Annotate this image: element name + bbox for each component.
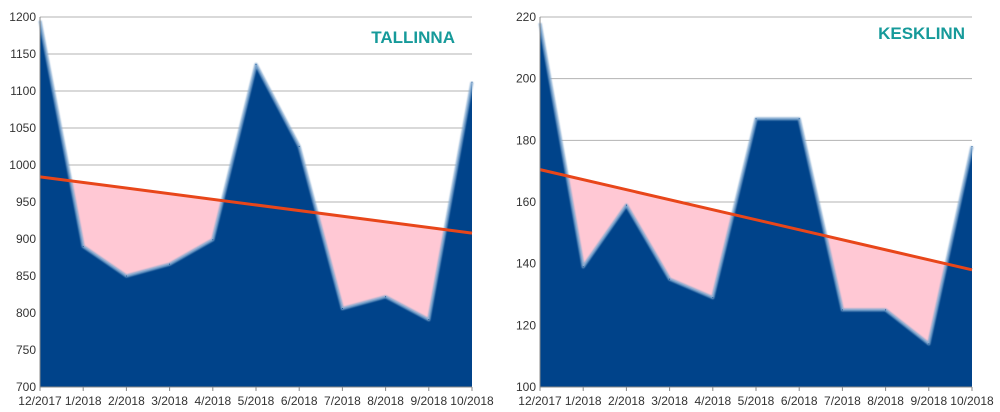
x-tick-label: 5/2018 — [738, 394, 775, 408]
y-tick-label: 1100 — [10, 84, 36, 98]
y-tick-label: 220 — [516, 10, 536, 24]
x-tick-label: 6/2018 — [781, 394, 818, 408]
x-tick-label: 8/2018 — [367, 394, 404, 408]
data-point — [169, 263, 171, 265]
x-tick-label: 2/2018 — [608, 394, 645, 408]
x-tick-label: 7/2018 — [824, 394, 861, 408]
y-tick-label: 100 — [516, 380, 536, 394]
tallinna-chart: 700 750 800 850 900 950 1000 1050 1100 1150 1200 12… — [9, 10, 494, 408]
data-point — [582, 266, 584, 268]
data-point — [341, 308, 343, 310]
y-tick-label: 1150 — [10, 47, 36, 61]
x-tick-label: 9/2018 — [910, 394, 947, 408]
data-point — [841, 309, 843, 311]
x-tick-label: 5/2018 — [238, 394, 275, 408]
y-tick-label: 200 — [516, 72, 536, 86]
x-tick-label: 1/2018 — [565, 394, 602, 408]
y-tick-label: 950 — [16, 195, 36, 209]
y-tick-label: 900 — [16, 232, 36, 246]
data-point — [928, 343, 930, 345]
data-point — [471, 81, 473, 83]
kesklinn-chart: 100 120 140 160 180 200 220 12/2017 1/2018 2/2018… — [516, 10, 994, 408]
chart-title: KESKLINN — [878, 24, 965, 43]
trend-line — [539, 168, 973, 272]
x-tick-label: 12/2017 — [18, 394, 62, 408]
x-tick-label: 6/2018 — [281, 394, 318, 408]
data-point — [82, 245, 84, 247]
x-tick-label: 10/2018 — [950, 394, 994, 408]
y-tick-label: 850 — [16, 269, 36, 283]
data-point — [385, 296, 387, 298]
y-tick-label: 1200 — [9, 10, 36, 24]
y-tick-label: 700 — [16, 380, 36, 394]
chart-title: TALLINNA — [371, 28, 455, 47]
data-area — [540, 23, 972, 388]
trend-line — [39, 175, 473, 235]
y-tick-label: 140 — [516, 257, 536, 271]
x-tick-label: 3/2018 — [151, 394, 188, 408]
x-tick-label: 10/2018 — [450, 394, 494, 408]
x-tick-label: 4/2018 — [694, 394, 731, 408]
data-point — [798, 118, 800, 120]
data-point — [428, 319, 430, 321]
data-point — [255, 63, 257, 65]
y-tick-label: 750 — [16, 343, 36, 357]
data-point — [669, 278, 671, 280]
x-tick-label: 3/2018 — [651, 394, 688, 408]
data-point — [755, 118, 757, 120]
y-tick-label: 160 — [516, 195, 536, 209]
y-tick-label: 120 — [516, 318, 536, 332]
data-point — [625, 204, 627, 206]
x-tick-label: 9/2018 — [410, 394, 447, 408]
x-tick-label: 2/2018 — [108, 394, 145, 408]
data-point — [212, 239, 214, 241]
x-tick-label: 7/2018 — [324, 394, 361, 408]
y-tick-label: 800 — [16, 306, 36, 320]
data-point — [298, 146, 300, 147]
y-tick-label: 1050 — [9, 121, 36, 135]
x-tick-label: 8/2018 — [867, 394, 904, 408]
y-tick-label: 1000 — [9, 158, 36, 172]
data-point — [125, 275, 127, 277]
x-tick-label: 4/2018 — [194, 394, 231, 408]
x-tick-label: 12/2017 — [518, 394, 562, 408]
data-point — [885, 309, 887, 311]
data-point — [971, 146, 973, 147]
data-point — [712, 297, 714, 299]
y-tick-label: 180 — [516, 133, 536, 147]
x-tick-label: 1/2018 — [65, 394, 102, 408]
